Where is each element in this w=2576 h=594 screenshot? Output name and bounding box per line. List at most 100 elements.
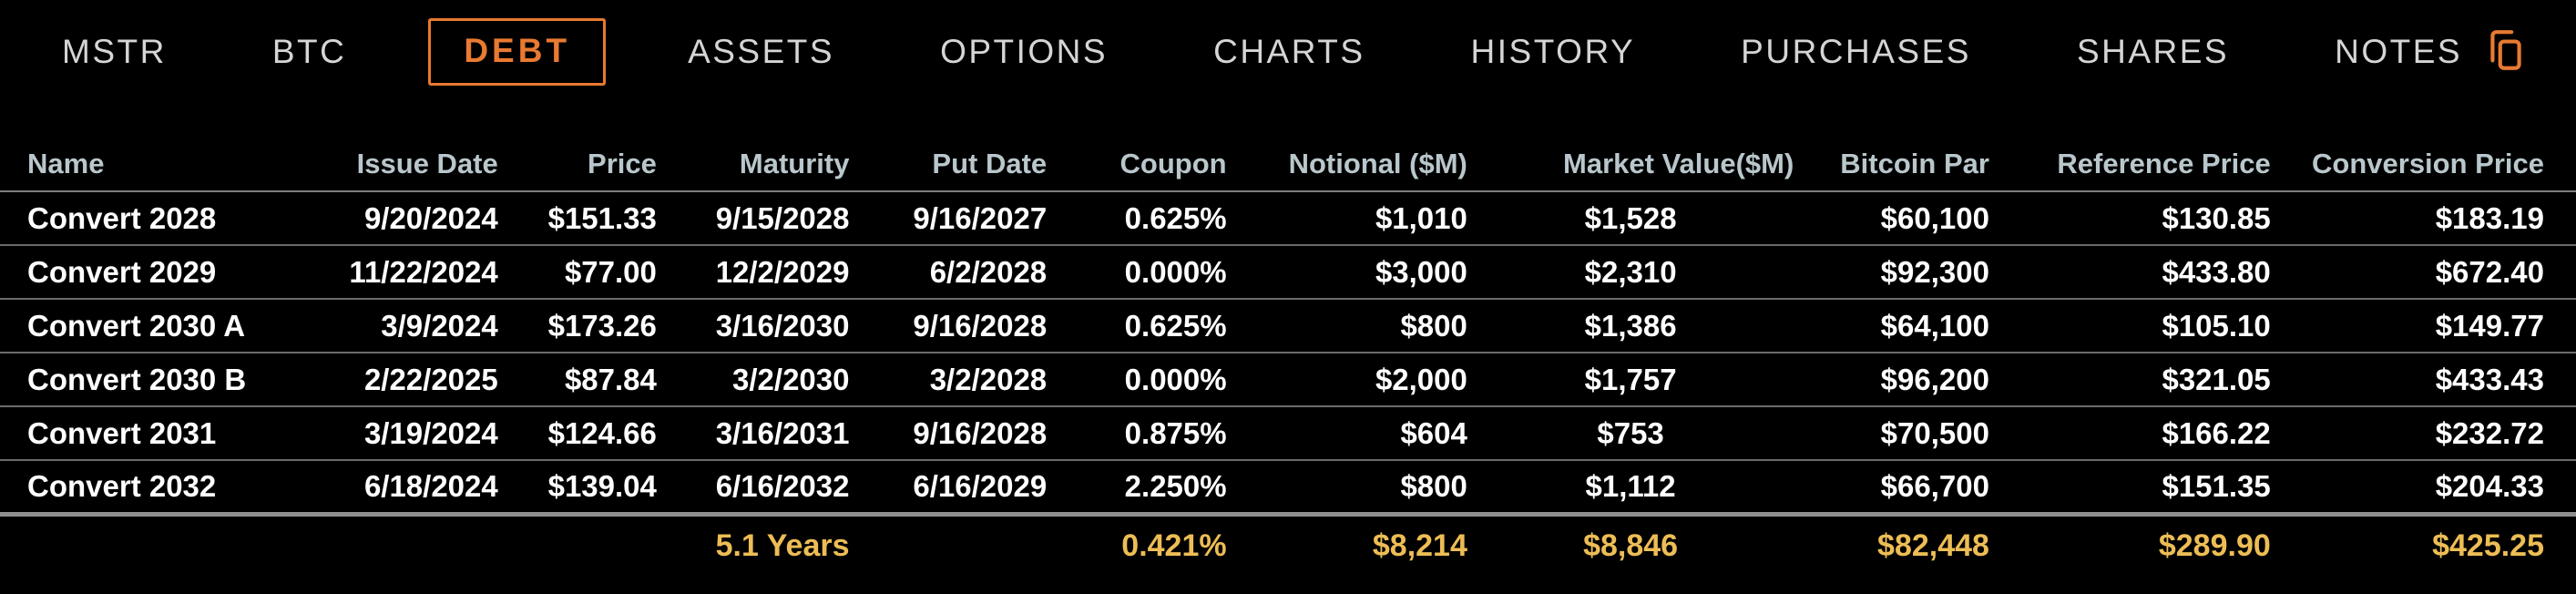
cell: $604	[1226, 406, 1467, 461]
cell: $204.33	[2270, 460, 2576, 517]
cell: $3,000	[1226, 245, 1467, 300]
col-header: Name	[0, 137, 305, 192]
cell: 6/2/2028	[849, 245, 1048, 300]
col-header: Issue Date	[304, 137, 498, 192]
cell: 9/16/2028	[849, 406, 1048, 461]
totals-cell: $8,214	[1372, 527, 1467, 563]
table-row: Convert 2032 6/18/2024 $139.04 6/16/2032 6/1…	[0, 460, 2576, 517]
tab-notes[interactable]: NOTES	[2335, 33, 2463, 70]
cell: 9/16/2028	[849, 299, 1048, 353]
cell: $753	[1467, 406, 1794, 461]
copy-button[interactable]	[2483, 25, 2529, 80]
totals-cell	[0, 514, 304, 590]
cell: 0.625%	[1047, 299, 1227, 353]
cell: $139.04	[497, 460, 657, 517]
cell: 3/2/2030	[656, 353, 850, 407]
cell: 2/22/2025	[304, 353, 498, 407]
cell: 3/19/2024	[304, 406, 498, 461]
col-header: Bitcoin Par	[1794, 137, 1989, 192]
tab-charts[interactable]: CHARTS	[1213, 33, 1365, 70]
table-row: Convert 2031 3/19/2024 $124.66 3/16/2031 9/1…	[0, 406, 2576, 461]
tab-debt[interactable]: DEBT	[428, 18, 607, 86]
cell: 11/22/2024	[304, 245, 498, 300]
cell: 0.875%	[1047, 406, 1227, 461]
cell: $92,300	[1794, 245, 1989, 300]
cell: 9/16/2027	[849, 191, 1048, 246]
col-header: Maturity	[656, 137, 850, 192]
cell: $64,100	[1794, 299, 1989, 353]
totals-cell	[304, 514, 498, 590]
cell: $149.77	[2270, 299, 2576, 353]
tab-options[interactable]: OPTIONS	[940, 33, 1109, 70]
cell: 9/20/2024	[304, 191, 498, 246]
cell: $2,310	[1467, 245, 1794, 300]
cell: 0.000%	[1047, 353, 1227, 407]
tab-mstr[interactable]: MSTR	[62, 33, 167, 70]
cell: $433.80	[1988, 245, 2271, 300]
cell: $87.84	[497, 353, 657, 407]
nav-tabs: MSTR BTC DEBT ASSETS OPTIONS CHARTS HISTORY PUR…	[62, 18, 2462, 86]
cell: $1,528	[1467, 191, 1794, 246]
cell: $672.40	[2270, 245, 2576, 300]
table-row: Convert 2030 A 3/9/2024 $173.26 3/16/2030 9/…	[0, 299, 2576, 353]
table-row: Convert 2029 11/22/2024 $77.00 12/2/2029 6/2…	[0, 245, 2576, 300]
cell: $232.72	[2270, 406, 2576, 461]
cell: 6/16/2032	[656, 460, 850, 517]
cell: 6/18/2024	[304, 460, 498, 517]
col-header: Notional ($M)	[1226, 137, 1467, 192]
cell: 2.250%	[1047, 460, 1227, 517]
tab-btc[interactable]: BTC	[271, 33, 347, 70]
cell: $105.10	[1988, 299, 2271, 353]
totals-cell: 0.421%	[1121, 527, 1227, 563]
tab-assets[interactable]: ASSETS	[688, 33, 835, 70]
cell: $183.19	[2270, 191, 2576, 246]
col-header: Coupon	[1047, 137, 1227, 192]
cell: Convert 2029	[0, 245, 305, 300]
totals-cell	[498, 514, 657, 590]
table-row: Convert 2028 9/20/2024 $151.33 9/15/2028 9/1…	[0, 191, 2576, 246]
copy-icon	[2483, 25, 2529, 80]
cell: 3/2/2028	[849, 353, 1048, 407]
top-nav: MSTR BTC DEBT ASSETS OPTIONS CHARTS HISTORY PUR…	[0, 0, 2576, 104]
totals-cell: $82,448	[1877, 527, 1989, 563]
table-totals-row: 5.1 Years 0.421% $8,214 $8,846 $82,448 $289.9…	[0, 514, 2576, 590]
cell: $433.43	[2270, 353, 2576, 407]
cell: Convert 2032	[0, 460, 305, 517]
col-header: Put Date	[849, 137, 1048, 192]
totals-cell: $289.90	[2158, 527, 2271, 563]
cell: $124.66	[497, 406, 657, 461]
cell: $96,200	[1794, 353, 1989, 407]
cell: $1,010	[1226, 191, 1467, 246]
cell: $151.35	[1988, 460, 2271, 517]
totals-cell	[850, 514, 1048, 590]
cell: 6/16/2029	[849, 460, 1048, 517]
cell: Convert 2031	[0, 406, 305, 461]
cell: $66,700	[1794, 460, 1989, 517]
col-header: Reference Price	[1988, 137, 2271, 192]
tab-shares[interactable]: SHARES	[2076, 33, 2230, 70]
cell: $800	[1226, 299, 1467, 353]
cell: $2,000	[1226, 353, 1467, 407]
totals-cell: 5.1 Years	[715, 527, 850, 563]
table-header-row: Name Issue Date Price Maturity Put Date Coupo…	[0, 137, 2576, 192]
cell: $70,500	[1794, 406, 1989, 461]
totals-cell: $8,846	[1583, 527, 1679, 563]
cell: 0.625%	[1047, 191, 1227, 246]
cell: 12/2/2029	[656, 245, 850, 300]
cell: 9/15/2028	[656, 191, 850, 246]
cell: $321.05	[1988, 353, 2271, 407]
cell: $166.22	[1988, 406, 2271, 461]
cell: 3/16/2030	[656, 299, 850, 353]
totals-cell: $425.25	[2432, 527, 2544, 563]
cell: $800	[1226, 460, 1467, 517]
cell: $1,757	[1467, 353, 1794, 407]
cell: $130.85	[1988, 191, 2271, 246]
cell: 3/16/2031	[656, 406, 850, 461]
tab-history[interactable]: HISTORY	[1470, 33, 1636, 70]
cell: 0.000%	[1047, 245, 1227, 300]
cell: $1,386	[1467, 299, 1794, 353]
cell: Convert 2028	[0, 191, 305, 246]
tab-purchases[interactable]: PURCHASES	[1741, 33, 1971, 70]
cell: $60,100	[1794, 191, 1989, 246]
cell: $173.26	[497, 299, 657, 353]
